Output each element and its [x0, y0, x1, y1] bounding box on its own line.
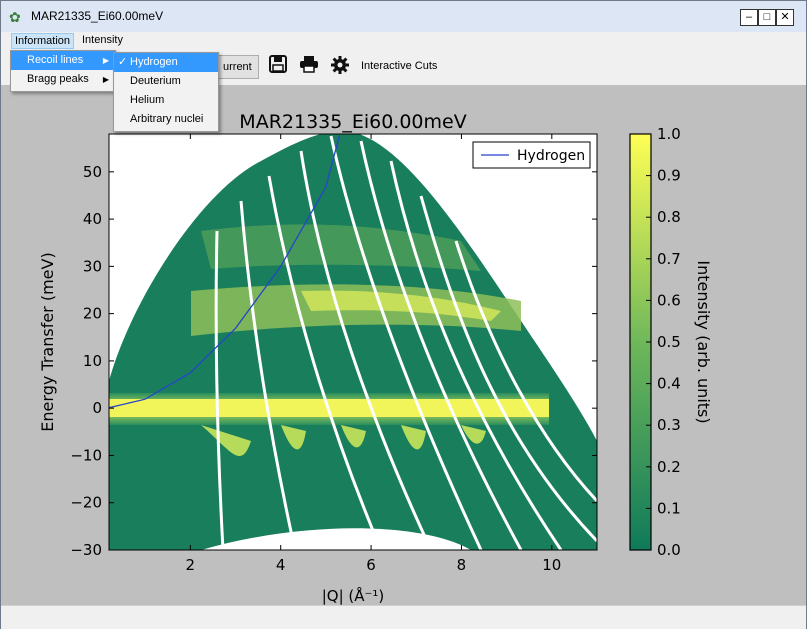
x-tick-label: 10: [542, 556, 561, 574]
legend-label-hydrogen: Hydrogen: [517, 148, 585, 164]
chart-title: MAR21335_Ei60.00meV: [239, 111, 466, 133]
title-bar: ✿ MAR21335_Ei60.00meV ‒ □ ✕: [1, 1, 806, 32]
colorbar-tick-label: 0.8: [657, 208, 681, 226]
colorbar-tick-label: 0.9: [657, 167, 681, 185]
colorbar-tick-label: 0.3: [657, 416, 681, 434]
status-bar: [1, 605, 806, 629]
menu-hydrogen-label: Hydrogen: [130, 56, 178, 68]
colorbar-tick-label: 0.5: [657, 333, 681, 351]
menu-recoil-lines-label: Recoil lines: [27, 54, 84, 66]
menu-bragg-peaks[interactable]: Bragg peaks ▶: [11, 70, 115, 89]
colorbar-tick-label: 0.1: [657, 499, 681, 517]
colorbar-tick-label: 1.0: [657, 125, 681, 143]
gear-icon[interactable]: [329, 55, 351, 77]
colorbar-ticks: 1.0 0.9 0.8 0.7 0.6 0.5 0.4 0.3 0.2 0.1 0.0: [646, 125, 681, 559]
menu-arbitrary-nuclei-label: Arbitrary nuclei: [130, 113, 204, 125]
colorbar-tick-label: 0.0: [657, 541, 681, 559]
colorbar-label: Intensity (arb. units): [694, 260, 713, 423]
y-tick-label: −30: [70, 541, 102, 559]
menu-helium[interactable]: Helium: [114, 91, 218, 110]
x-tick-label: 2: [186, 556, 196, 574]
y-tick-label: 0: [92, 399, 102, 417]
colorbar-tick-label: 0.7: [657, 250, 681, 268]
y-tick-label: 10: [83, 352, 102, 370]
heatmap-image: [109, 134, 597, 550]
mantid-icon: ✿: [9, 9, 21, 25]
y-tick-label: 20: [83, 305, 102, 323]
y-tick-label: −10: [70, 446, 102, 464]
legend: Hydrogen: [472, 141, 591, 169]
menu-information[interactable]: Information: [11, 33, 75, 49]
x-axis: 2 4 6 8 10: [186, 134, 561, 574]
colorbar-tick-label: 0.4: [657, 375, 681, 393]
menu-bar: Information Intensity: [1, 32, 806, 49]
menu-helium-label: Helium: [130, 94, 165, 106]
y-axis-label: Energy Transfer (meV): [38, 252, 57, 431]
y-tick-label: 40: [83, 210, 102, 228]
colorbar-tick-label: 0.6: [657, 291, 681, 309]
x-axis-label: |Q| (Å⁻¹): [322, 586, 385, 605]
plot-figure: 2 4 6 8 10 50 40 30 20 10 0 −10 −20 −30 MAR21335_Ei6…: [38, 111, 713, 605]
y-axis: 50 40 30 20 10 0 −10 −20 −30: [70, 163, 597, 559]
information-dropdown: Recoil lines ▶ Bragg peaks ▶: [10, 50, 116, 92]
interactive-cuts-button[interactable]: Interactive Cuts: [361, 60, 438, 72]
recoil-line-hydrogen: [109, 135, 341, 409]
floppy-disk-icon[interactable]: [267, 55, 289, 77]
menu-hydrogen[interactable]: ✓ Hydrogen: [114, 53, 218, 72]
window-title: MAR21335_Ei60.00meV: [31, 9, 164, 23]
y-tick-label: −20: [70, 494, 102, 512]
menu-deuterium-label: Deuterium: [130, 75, 181, 87]
submenu-arrow-icon: ▶: [102, 56, 109, 65]
y-tick-label: 50: [83, 163, 102, 181]
minimize-button[interactable]: ‒: [740, 9, 758, 26]
axes-frame: [108, 133, 598, 551]
y-tick-label: 30: [83, 257, 102, 275]
current-button[interactable]: urrent: [216, 55, 259, 79]
recoil-lines-submenu: ✓ Hydrogen Deuterium Helium Arbitrary nu…: [113, 52, 219, 132]
x-tick-label: 6: [366, 556, 376, 574]
x-tick-label: 8: [457, 556, 467, 574]
plot-area: 2 4 6 8 10 50 40 30 20 10 0 −10 −20 −30 MAR21335_Ei6…: [1, 85, 806, 605]
check-icon: ✓: [118, 56, 128, 68]
menu-deuterium[interactable]: Deuterium: [114, 72, 218, 91]
x-tick-label: 4: [276, 556, 286, 574]
colorbar-tick-label: 0.2: [657, 458, 681, 476]
submenu-arrow-icon: ▶: [102, 75, 109, 84]
maximize-button[interactable]: □: [758, 9, 776, 26]
menu-intensity[interactable]: Intensity: [82, 34, 123, 46]
menu-arbitrary-nuclei[interactable]: Arbitrary nuclei: [114, 110, 218, 129]
close-button[interactable]: ✕: [776, 9, 794, 26]
menu-bragg-peaks-label: Bragg peaks: [27, 73, 89, 85]
printer-icon[interactable]: [298, 55, 320, 77]
menu-recoil-lines[interactable]: Recoil lines ▶: [11, 51, 115, 70]
